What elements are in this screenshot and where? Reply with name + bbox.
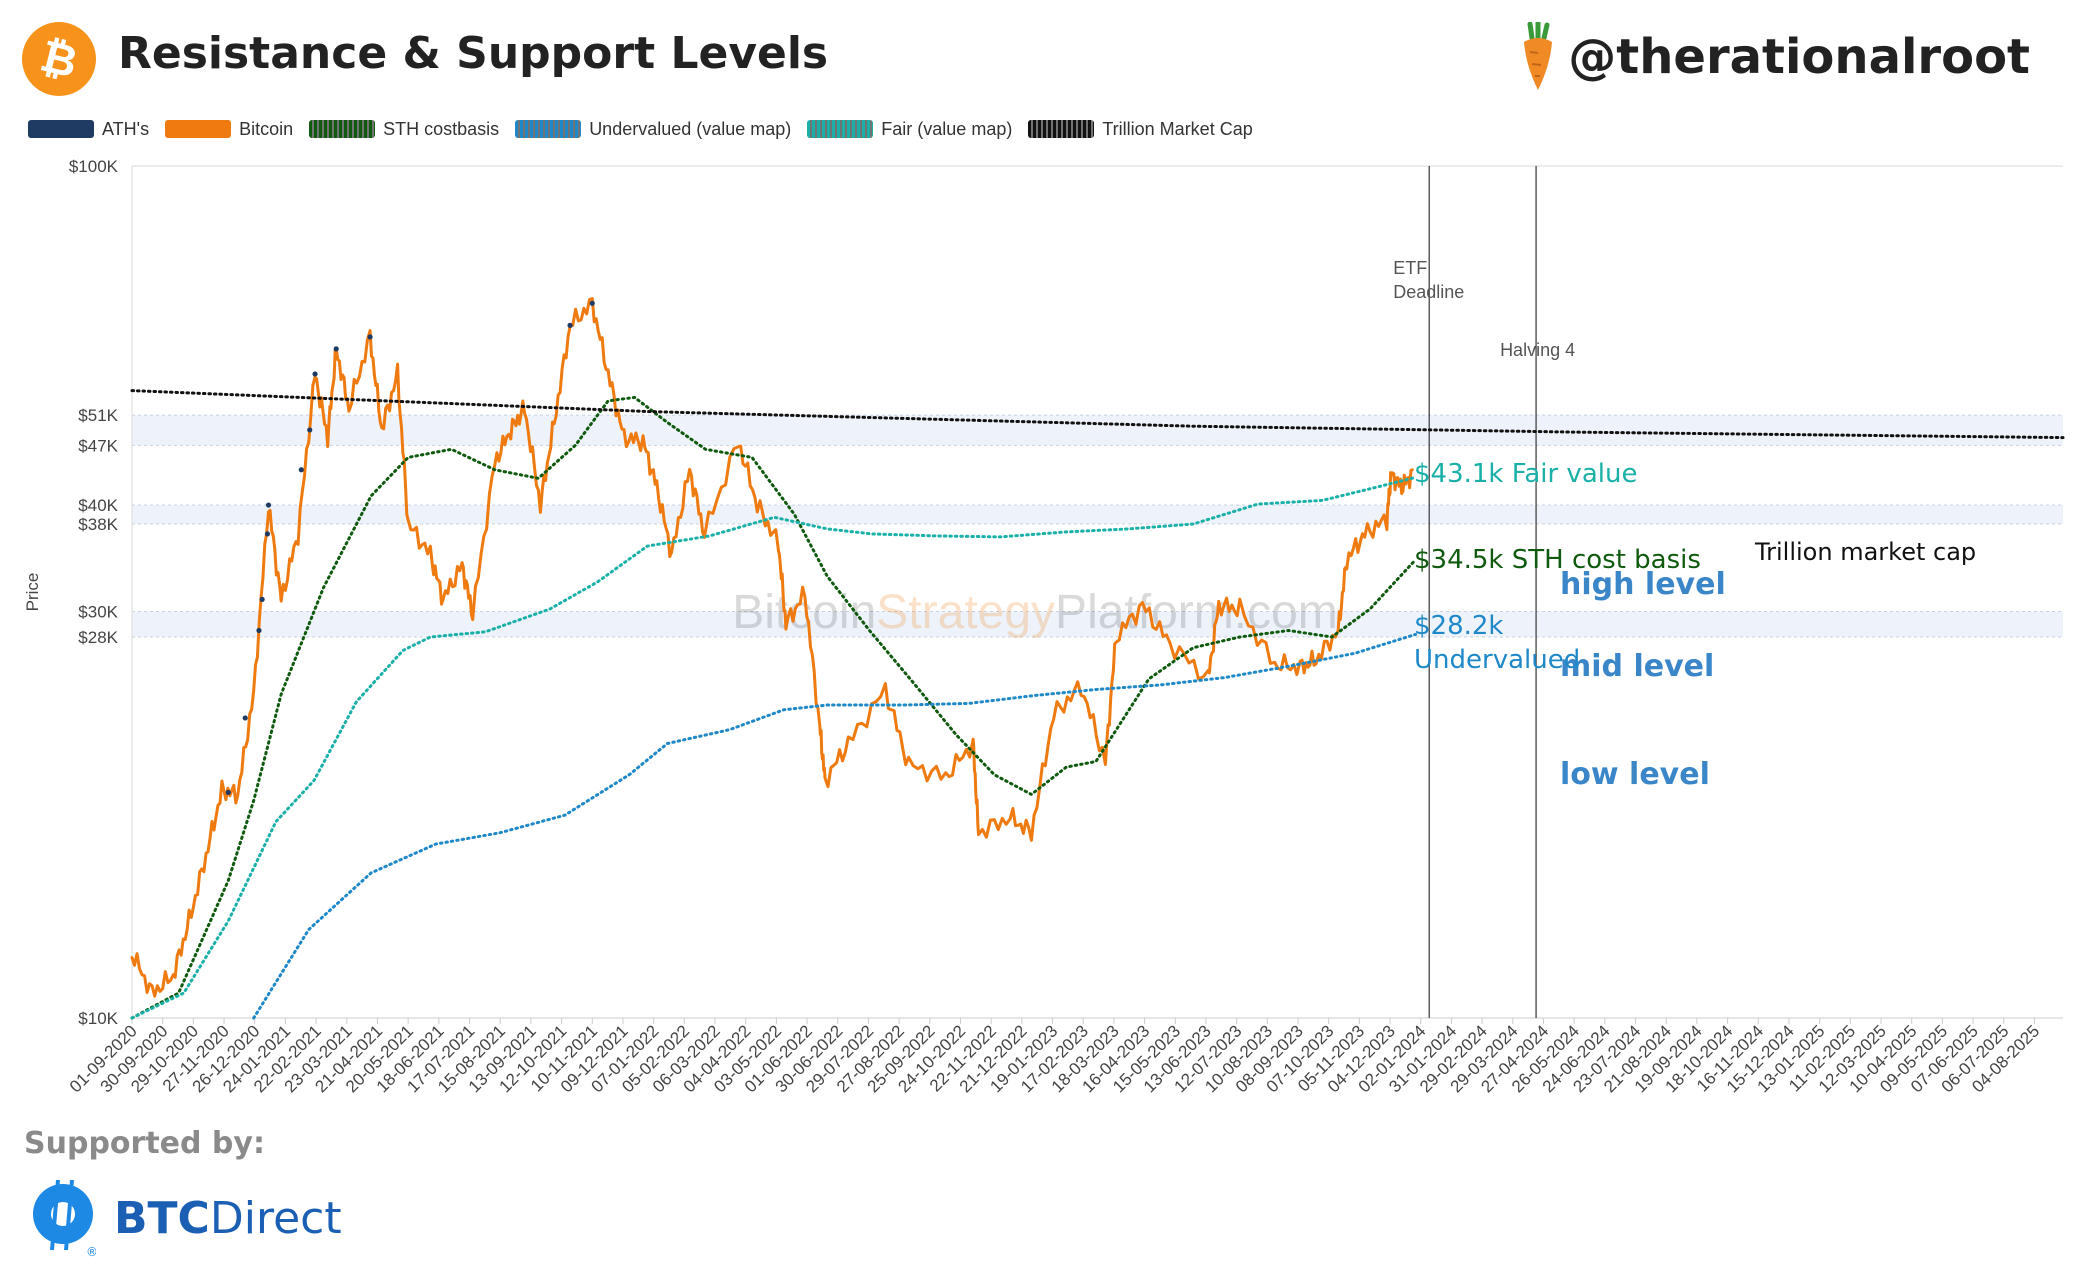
- ath-marker: [225, 789, 231, 795]
- btcdirect-logo-icon: ®: [33, 1180, 96, 1258]
- ath-marker: [312, 371, 318, 377]
- watermark-part: Strategy: [876, 586, 1055, 639]
- y-axis-label: Price: [23, 573, 42, 612]
- ath-marker: [264, 531, 271, 537]
- price-band: [132, 611, 2063, 638]
- author-handle: @therationalroot: [1520, 22, 2030, 92]
- series-line-sth-costbasis: [130, 395, 1417, 1020]
- chart-annotation: Undervalued: [1414, 645, 1580, 675]
- price-chart: $100K$51K$47K$40K$38K$30K$28K$10KPrice01…: [23, 157, 2065, 1096]
- y-tick-label: $51K: [78, 406, 118, 425]
- chart-annotation: $43.1k Fair value: [1414, 459, 1637, 489]
- event-label-line: ETF: [1393, 258, 1427, 278]
- ath-marker: [298, 467, 304, 473]
- plot-background: [132, 166, 2063, 1018]
- ath-marker: [242, 715, 248, 721]
- ath-marker: [567, 322, 573, 328]
- chart-annotation: $28.2k: [1414, 611, 1504, 641]
- legend-swatch: [515, 120, 582, 138]
- chart-legend: ATH's Bitcoin STH costbasis Undervalued (va…: [28, 116, 1269, 142]
- y-tick-label: $100K: [69, 157, 119, 176]
- page-title: Resistance & Support Levels: [118, 28, 829, 79]
- ath-marker: [367, 334, 373, 340]
- y-tick-label: $47K: [78, 436, 118, 455]
- y-tick-label: $10K: [78, 1009, 118, 1028]
- event-label: Halving 4: [1500, 340, 1575, 360]
- legend-swatch: [807, 120, 874, 138]
- series-line-fair-value-map: [130, 475, 1417, 1020]
- legend-swatch: [28, 120, 94, 138]
- handle-text: @therationalroot: [1568, 29, 2030, 85]
- sponsor-name-bold: BTC: [114, 1192, 210, 1244]
- chart-annotation: high level: [1560, 567, 1726, 602]
- y-tick-label: $38K: [78, 515, 118, 534]
- legend-label: Bitcoin: [239, 118, 294, 139]
- series-line-trillion-market-cap: [130, 389, 2065, 440]
- price-band: [132, 505, 2063, 525]
- legend-swatch: [165, 120, 232, 138]
- sponsor-name-rest: Direct: [209, 1192, 342, 1244]
- legend-label: Undervalued (value map): [589, 118, 792, 139]
- header: ₿ Resistance & Support Levels @theration…: [0, 0, 2080, 120]
- event-label: ETF Deadline: [1393, 258, 1464, 302]
- ath-marker: [256, 627, 262, 634]
- chart-annotation: $34.5k STH cost basis: [1414, 545, 1701, 575]
- legend-label: Fair (value map): [881, 118, 1013, 139]
- legend-swatch: [1028, 120, 1095, 138]
- legend-label: ATH's: [102, 118, 150, 139]
- legend-swatch: [309, 120, 376, 138]
- price-band: [132, 415, 2063, 446]
- y-tick-label: $28K: [78, 628, 118, 647]
- sponsor-name: BTCDirect: [114, 1193, 342, 1244]
- legend-item[interactable]: Bitcoin: [165, 119, 293, 140]
- legend-label: STH costbasis: [383, 118, 500, 139]
- chart-annotation: low level: [1560, 757, 1710, 792]
- legend-item[interactable]: Fair (value map): [807, 119, 1012, 140]
- legend-item[interactable]: ATH's: [28, 119, 149, 140]
- ath-marker: [259, 596, 265, 602]
- series-line-bitcoin: [130, 297, 1414, 998]
- ath-marker: [589, 300, 595, 306]
- event-label-line: Deadline: [1393, 282, 1464, 302]
- bitcoin-icon: ₿: [22, 22, 96, 96]
- sponsor-logo: ® BTCDirect: [30, 1178, 342, 1258]
- watermark-part: Platform.com: [1055, 586, 1338, 639]
- chart-annotation: mid level: [1560, 649, 1714, 684]
- legend-label: Trillion Market Cap: [1102, 118, 1253, 139]
- series-line-undervalued-value-map: [252, 632, 1417, 1020]
- svg-text:®: ®: [86, 1245, 96, 1258]
- ath-marker: [265, 502, 272, 508]
- y-tick-label: $30K: [78, 602, 118, 621]
- legend-item[interactable]: STH costbasis: [309, 119, 499, 140]
- legend-item[interactable]: Undervalued (value map): [515, 119, 791, 140]
- ath-marker: [333, 346, 339, 352]
- chart-area: $100K $51K $47K $40K $38K $30K $28K $10K Price 01…: [0, 150, 2080, 1110]
- y-tick-label: $40K: [78, 496, 118, 515]
- legend-item[interactable]: Trillion Market Cap: [1028, 118, 1253, 140]
- watermark: BitcoinStrategyPlatform.com: [732, 586, 1338, 639]
- carrot-icon: [1524, 22, 1553, 90]
- supported-by-label: Supported by:: [24, 1126, 265, 1161]
- chart-annotation: Trillion market cap: [1754, 538, 1976, 566]
- footer: Supported by: ® BTCDirect: [24, 1126, 524, 1266]
- ath-marker: [307, 427, 313, 433]
